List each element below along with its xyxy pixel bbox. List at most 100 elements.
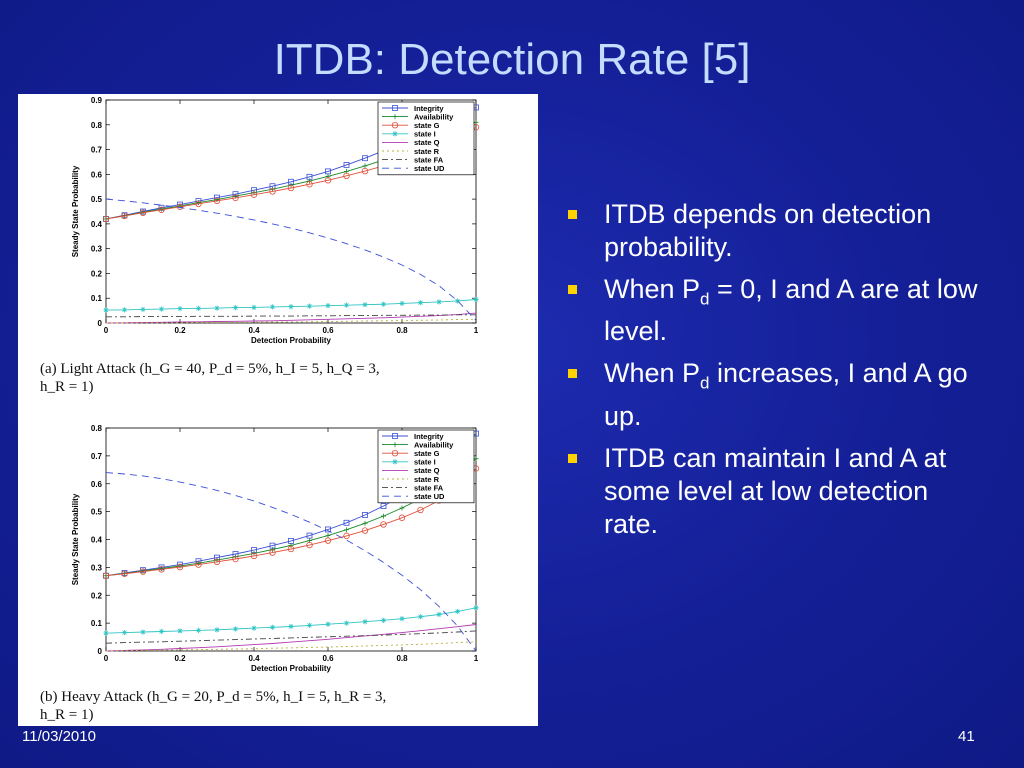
data-point [269,549,276,556]
y-tick-label: 0.3 [91,563,103,572]
data-point [324,177,332,184]
data-point [362,619,368,625]
legend-box [377,429,475,504]
data-point [343,532,350,540]
data-point [417,300,424,306]
data-point [195,561,202,568]
y-tick-label: 0.4 [91,536,103,545]
y-tick-label: 0.5 [91,195,103,204]
data-point [177,306,183,312]
data-point [417,506,424,514]
caption-line-2: h_R = 1) [40,379,94,395]
data-point [176,563,184,571]
chart-light-attack: 0 0.2 0.4 0.6 0.8 1 0 0.1 0.2 0.3 0.4 0.5 0.6 0.7 0.8 0… [71,96,480,345]
data-point [399,300,405,307]
data-point [102,572,110,579]
data-point [392,442,398,448]
slide-title: ITDB: Detection Rate [5] [273,35,751,84]
bullet-square-icon [568,210,577,219]
data-point [343,302,350,308]
x-tick-label: 0.4 [248,326,260,335]
data-point [398,514,406,521]
data-point [454,608,461,615]
data-point [362,163,368,169]
data-point [362,512,368,518]
series-line [105,312,477,324]
data-point [343,162,350,168]
data-point [195,200,202,208]
data-point [158,206,165,213]
x-tick-label: 0.6 [322,654,334,663]
data-point [269,624,276,630]
data-point [121,570,128,577]
data-point [325,303,331,309]
data-point [139,568,147,575]
data-point [473,296,479,303]
bullet-list: ITDB depends on detection probability. Wh… [566,198,986,550]
caption-line-1: (b) Heavy Attack (h_G = 20, P_d = 5%, h_… [40,689,387,705]
data-point [361,527,369,534]
y-tick-label: 0.5 [91,508,103,517]
data-point [325,621,331,627]
figure-panel: 0 0.2 0.4 0.6 0.8 1 0 0.1 0.2 0.3 0.4 0.5 0.6 0.7 0.8 0… [18,94,538,726]
y-tick-label: 0.2 [91,591,103,600]
data-point [213,558,221,565]
series-line [105,198,477,321]
x-axis-label: Detection Probability [251,664,332,673]
series-state-fa [105,630,477,644]
bullet-subscript: d [700,373,710,393]
data-point [158,306,165,312]
data-point [121,307,128,313]
y-tick-label: 0.9 [91,96,103,105]
data-point [232,555,239,563]
series-state-g [102,465,480,579]
x-tick-label: 0 [104,654,109,663]
legend-label: Availability [414,440,454,449]
x-tick-label: 0.2 [174,654,186,663]
data-point [325,533,331,539]
bullet-subscript: d [700,289,710,309]
y-tick-label: 0.6 [91,480,103,489]
series-state-r [105,641,477,652]
legend-label: state R [414,147,440,156]
data-point [269,188,276,195]
data-point [306,541,313,549]
legend-label: state G [414,121,440,130]
data-point [213,197,221,205]
data-point [380,617,387,623]
series-line [105,624,477,652]
x-tick-label: 0.8 [396,326,408,335]
data-point [343,519,350,526]
x-tick-label: 0.8 [396,654,408,663]
y-tick-label: 0.3 [91,245,103,254]
data-point [362,155,368,162]
x-tick-label: 0.6 [322,326,334,335]
data-point [392,459,398,465]
data-point [288,542,294,548]
data-point [232,305,239,311]
data-point [343,172,350,180]
data-point [250,552,258,560]
x-tick-label: 0.4 [248,654,260,663]
data-point [288,623,294,630]
series-line [105,630,477,644]
series-state-q [105,624,477,652]
data-point [140,629,146,635]
data-point [287,545,295,553]
legend-label: state UD [414,164,445,173]
y-tick-label: 0.8 [91,424,103,433]
bullet-square-icon [568,285,577,294]
y-tick-label: 0 [98,319,103,328]
y-tick-label: 0.7 [91,146,103,155]
series-state-ud [105,472,477,652]
series-line [105,472,477,652]
data-point [287,184,295,192]
data-point [306,622,313,628]
legend-label: state R [414,475,440,484]
bullet-item: When Pd increases, I and A go up. [566,357,986,432]
legend-label: state FA [414,155,444,164]
legend-label: Availability [414,112,454,121]
x-tick-label: 1 [474,326,479,335]
data-point [250,191,258,198]
bullet-item: When Pd = 0, I and A are at low level. [566,273,986,348]
